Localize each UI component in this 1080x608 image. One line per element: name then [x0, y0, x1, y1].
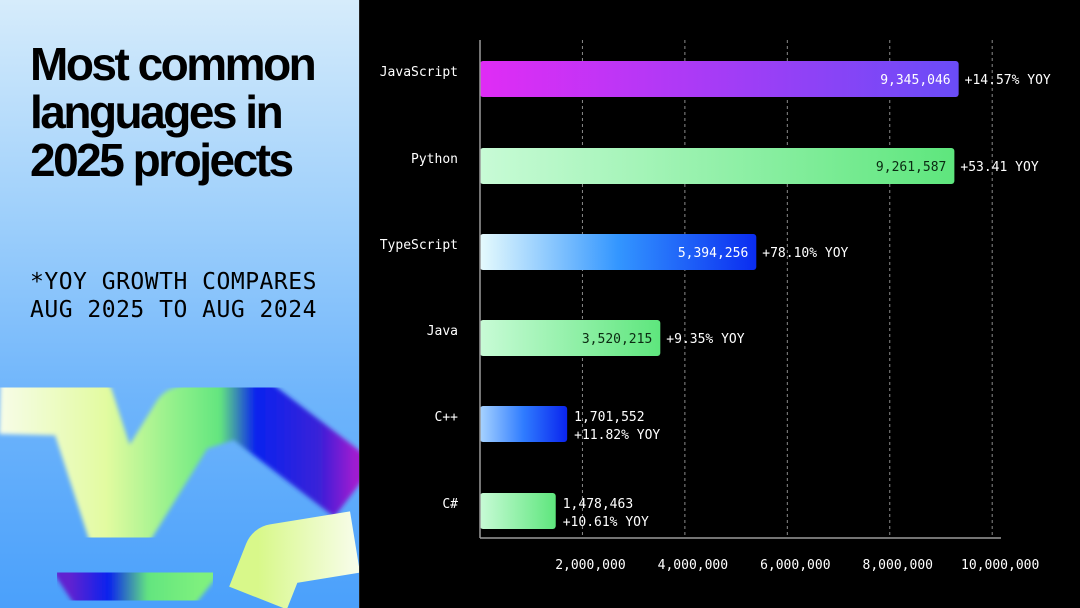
x-tick-label: 2,000,000: [555, 558, 625, 573]
bar-typescript: [480, 234, 757, 270]
bar-c++: [480, 406, 568, 442]
category-label: TypeScript: [380, 238, 458, 253]
left-panel: Most common languages in 2025 projects *…: [0, 0, 359, 608]
x-tick-label: 8,000,000: [863, 558, 933, 573]
panel-divider: [359, 0, 360, 608]
value-label: 5,394,256: [678, 246, 748, 261]
value-label: 3,520,215: [582, 332, 652, 347]
bar-java: [480, 320, 661, 356]
yoy-footnote: *YOY GROWTH COMPARES AUG 2025 TO AUG 202…: [30, 269, 317, 323]
growth-label: +10.61% YOY: [563, 515, 649, 530]
growth-label: +9.35% YOY: [666, 332, 744, 347]
decorative-ribbons: [0, 366, 359, 608]
category-label: C++: [435, 410, 459, 425]
category-label: Java: [427, 324, 458, 339]
x-tick-label: 6,000,000: [760, 558, 830, 573]
page-title: Most common languages in 2025 projects: [30, 38, 317, 186]
growth-label: +78.10% YOY: [762, 246, 848, 261]
growth-label: +11.82% YOY: [574, 428, 660, 443]
category-label: Python: [411, 152, 458, 167]
bar-python: [480, 148, 955, 184]
x-tick-label: 10,000,000: [961, 558, 1039, 573]
category-label: C#: [442, 497, 458, 512]
value-label: 9,261,587: [876, 160, 946, 175]
bar-c#: [480, 493, 556, 529]
value-label: 9,345,046: [880, 73, 950, 88]
value-label: 1,701,552: [574, 410, 644, 425]
category-label: JavaScript: [380, 65, 458, 80]
growth-label: +14.57% YOY: [965, 73, 1051, 88]
x-tick-label: 4,000,000: [658, 558, 728, 573]
bar-javascript: [480, 61, 959, 97]
value-label: 1,478,463: [563, 497, 633, 512]
growth-label: +53.41 YOY: [960, 160, 1038, 175]
